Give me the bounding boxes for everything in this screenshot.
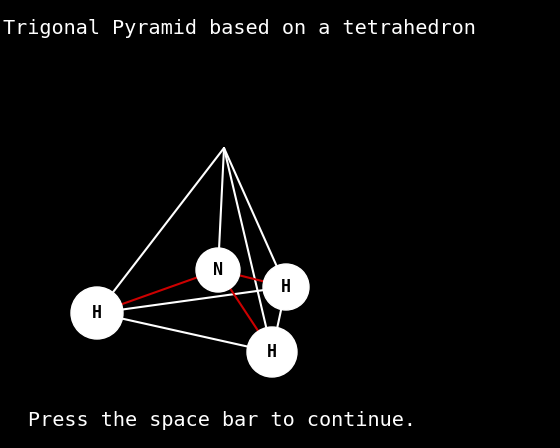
Circle shape xyxy=(263,264,309,310)
Circle shape xyxy=(71,287,123,339)
Text: H: H xyxy=(267,343,277,361)
Text: N: N xyxy=(213,261,223,279)
Circle shape xyxy=(196,248,240,292)
Circle shape xyxy=(247,327,297,377)
Text: Press the space bar to continue.: Press the space bar to continue. xyxy=(28,410,416,430)
Text: Trigonal Pyramid based on a tetrahedron: Trigonal Pyramid based on a tetrahedron xyxy=(3,18,476,38)
Text: H: H xyxy=(92,304,102,322)
Text: H: H xyxy=(281,278,291,296)
